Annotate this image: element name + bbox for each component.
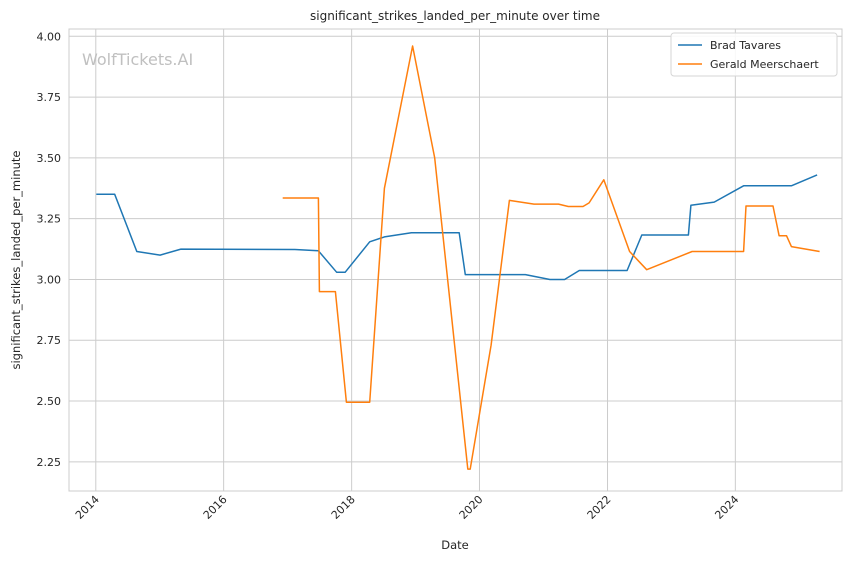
series-layer: [96, 45, 820, 470]
x-axis-label: Date: [441, 538, 469, 552]
chart-title: significant_strikes_landed_per_minute ov…: [310, 9, 600, 23]
y-tick-label: 4.00: [37, 30, 62, 43]
y-axis-label: significant_strikes_landed_per_minute: [9, 151, 23, 370]
legend-label-gerald-meerschaert: Gerald Meerschaert: [710, 58, 819, 71]
y-tick-labels: 2.25 2.50 2.75 3.00 3.25 3.50 3.75 4.00: [37, 30, 62, 469]
plot-frame: [68, 28, 843, 492]
y-tick-label: 2.50: [37, 395, 62, 408]
y-tick-label: 3.50: [37, 152, 62, 165]
series-line-brad-tavares: [96, 174, 818, 281]
series-line-gerald-meerschaert: [282, 45, 820, 470]
watermark: WolfTickets.AI: [82, 50, 193, 69]
y-tick-label: 2.75: [37, 334, 62, 347]
legend-box: [670, 32, 838, 77]
y-tick-label: 3.00: [37, 273, 62, 286]
y-tick-label: 2.25: [37, 456, 62, 469]
y-tick-label: 3.25: [37, 213, 62, 226]
legend: Brad Tavares Gerald Meerschaert: [670, 32, 838, 77]
y-tick-label: 3.75: [37, 91, 62, 104]
legend-label-brad-tavares: Brad Tavares: [710, 39, 781, 52]
